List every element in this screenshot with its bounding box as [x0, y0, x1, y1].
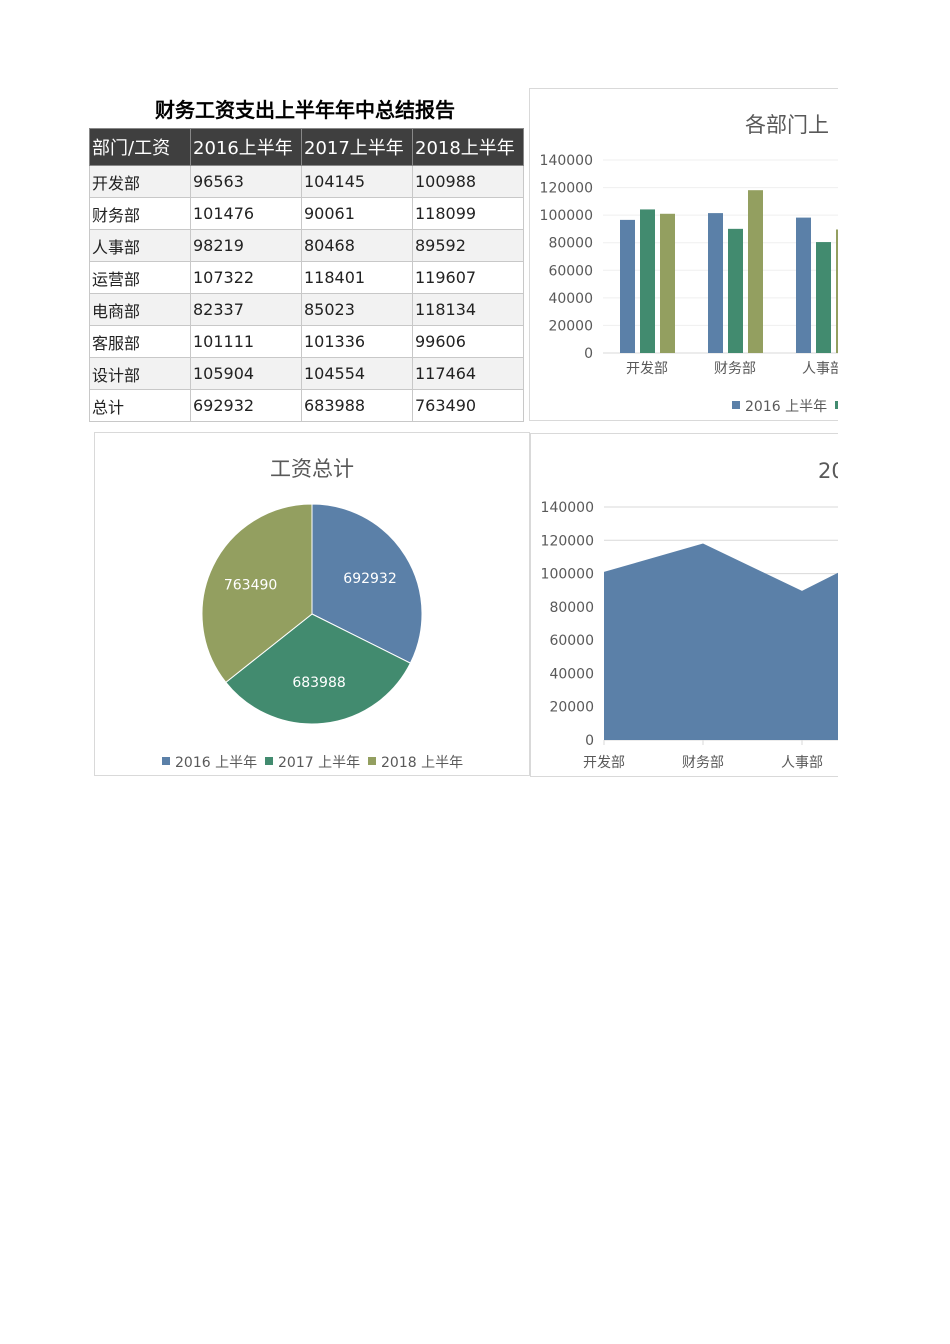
- area-chart: 20 0 20000 40000 60000 80000 100000 120000 14000…: [530, 433, 845, 777]
- x-tick-label: 开发部: [626, 361, 668, 377]
- y-tick-label: 100000: [541, 567, 594, 583]
- pie-slice: [311, 503, 423, 664]
- table-cell[interactable]: 101111: [190, 325, 302, 358]
- bar: [836, 229, 838, 353]
- x-tick-label: 开发部: [583, 755, 625, 771]
- pie-chart-title: 工资总计: [270, 457, 354, 481]
- table-cell[interactable]: 82337: [190, 293, 302, 326]
- table-cell[interactable]: 683988: [301, 389, 413, 422]
- pie-slice: [201, 503, 313, 684]
- area-series: [604, 543, 838, 740]
- area-chart-title: 20: [818, 459, 845, 483]
- table-cell[interactable]: 89592: [412, 229, 524, 262]
- y-tick-label: 140000: [541, 500, 594, 516]
- table-cell[interactable]: 80468: [301, 229, 413, 262]
- table-cell[interactable]: 118099: [412, 197, 524, 230]
- bar: [660, 213, 675, 353]
- legend-swatch: [732, 401, 740, 409]
- y-tick-label: 120000: [540, 181, 593, 197]
- table-cell[interactable]: 101336: [301, 325, 413, 358]
- y-tick-label: 80000: [549, 600, 594, 616]
- y-tick-label: 40000: [549, 666, 594, 682]
- table-header-row: 部门/工资 2016上半年 2017上半年 2018上半年: [89, 128, 524, 166]
- pie-slice: [225, 613, 412, 725]
- table-cell[interactable]: 104145: [301, 165, 413, 198]
- table-cell[interactable]: 总计: [89, 389, 191, 422]
- table-cell[interactable]: 96563: [190, 165, 302, 198]
- table-row: 客服部 101111 101336 99606: [89, 325, 524, 358]
- pie-data-label: 763490: [224, 577, 277, 593]
- table-cell[interactable]: 财务部: [89, 197, 191, 230]
- table-row: 财务部 101476 90061 118099: [89, 197, 524, 230]
- x-tick-label: 人事部: [802, 361, 844, 377]
- x-tick-label: 财务部: [682, 755, 724, 771]
- bar: [620, 219, 635, 353]
- legend-swatch: [368, 757, 376, 765]
- table-cell[interactable]: 运营部: [89, 261, 191, 294]
- y-tick-label: 120000: [541, 533, 594, 549]
- pie-data-label: 692932: [343, 571, 396, 587]
- table-cell[interactable]: 692932: [190, 389, 302, 422]
- bar-chart: 各部门上 0 20000 40000 60000 80000 100000 120000 140…: [529, 88, 946, 421]
- report-title: 财务工资支出上半年年中总结报告: [155, 98, 455, 122]
- pie-chart: 工资总计 692932 683988 763490 2016 上半年 2017 上半年 20…: [94, 432, 530, 776]
- table-cell[interactable]: 101476: [190, 197, 302, 230]
- table-cell[interactable]: 开发部: [89, 165, 191, 198]
- table-cell[interactable]: 设计部: [89, 357, 191, 390]
- table-cell[interactable]: 105904: [190, 357, 302, 390]
- x-tick-label: 财务部: [714, 361, 756, 377]
- legend-swatch: [265, 757, 273, 765]
- header-cell: 部门/工资: [89, 128, 191, 166]
- y-tick-label: 60000: [548, 263, 593, 279]
- table-cell[interactable]: 电商部: [89, 293, 191, 326]
- table-row: 开发部 96563 104145 100988: [89, 165, 524, 198]
- y-tick-label: 80000: [548, 236, 593, 252]
- x-tick-label: 人事部: [781, 755, 823, 771]
- legend-label: 2017 上半年: [848, 399, 930, 415]
- pie-data-label: 683988: [292, 675, 345, 691]
- bar: [708, 213, 723, 353]
- y-tick-label: 20000: [549, 700, 594, 716]
- header-cell: 2016上半年: [190, 128, 302, 166]
- table-cell[interactable]: 99606: [412, 325, 524, 358]
- table-cell[interactable]: 85023: [301, 293, 413, 326]
- bar: [816, 242, 831, 353]
- legend-swatch: [938, 401, 946, 409]
- table-row: 人事部 98219 80468 89592: [89, 229, 524, 262]
- legend-label: 2016 上半年: [175, 755, 257, 771]
- table-cell[interactable]: 763490: [412, 389, 524, 422]
- bar: [728, 228, 743, 353]
- bar-chart-title: 各部门上: [745, 113, 829, 137]
- y-tick-label: 0: [585, 733, 594, 749]
- legend-label: 2018 上半年: [381, 755, 463, 771]
- legend-swatch: [835, 401, 838, 409]
- y-tick-label: 40000: [548, 291, 593, 307]
- bar: [748, 190, 763, 353]
- legend-label: 2017 上半年: [278, 755, 360, 771]
- salary-table: 部门/工资 2016上半年 2017上半年 2018上半年 开发部 96563 10…: [89, 128, 524, 422]
- legend-swatch: [162, 757, 170, 765]
- table-cell[interactable]: 100988: [412, 165, 524, 198]
- y-tick-label: 140000: [540, 153, 593, 169]
- y-tick-label: 60000: [549, 633, 594, 649]
- table-cell[interactable]: 98219: [190, 229, 302, 262]
- bar: [640, 209, 655, 353]
- header-cell: 2018上半年: [412, 128, 524, 166]
- table-row: 电商部 82337 85023 118134: [89, 293, 524, 326]
- y-tick-label: 100000: [540, 208, 593, 224]
- bar: [796, 217, 811, 353]
- table-row: 设计部 105904 104554 117464: [89, 357, 524, 390]
- table-row: 总计 692932 683988 763490: [89, 389, 524, 422]
- y-tick-label: 0: [584, 346, 593, 362]
- y-tick-label: 20000: [548, 318, 593, 334]
- legend-label: 2016 上半年: [745, 399, 827, 415]
- bar-chart-frame: [529, 88, 838, 421]
